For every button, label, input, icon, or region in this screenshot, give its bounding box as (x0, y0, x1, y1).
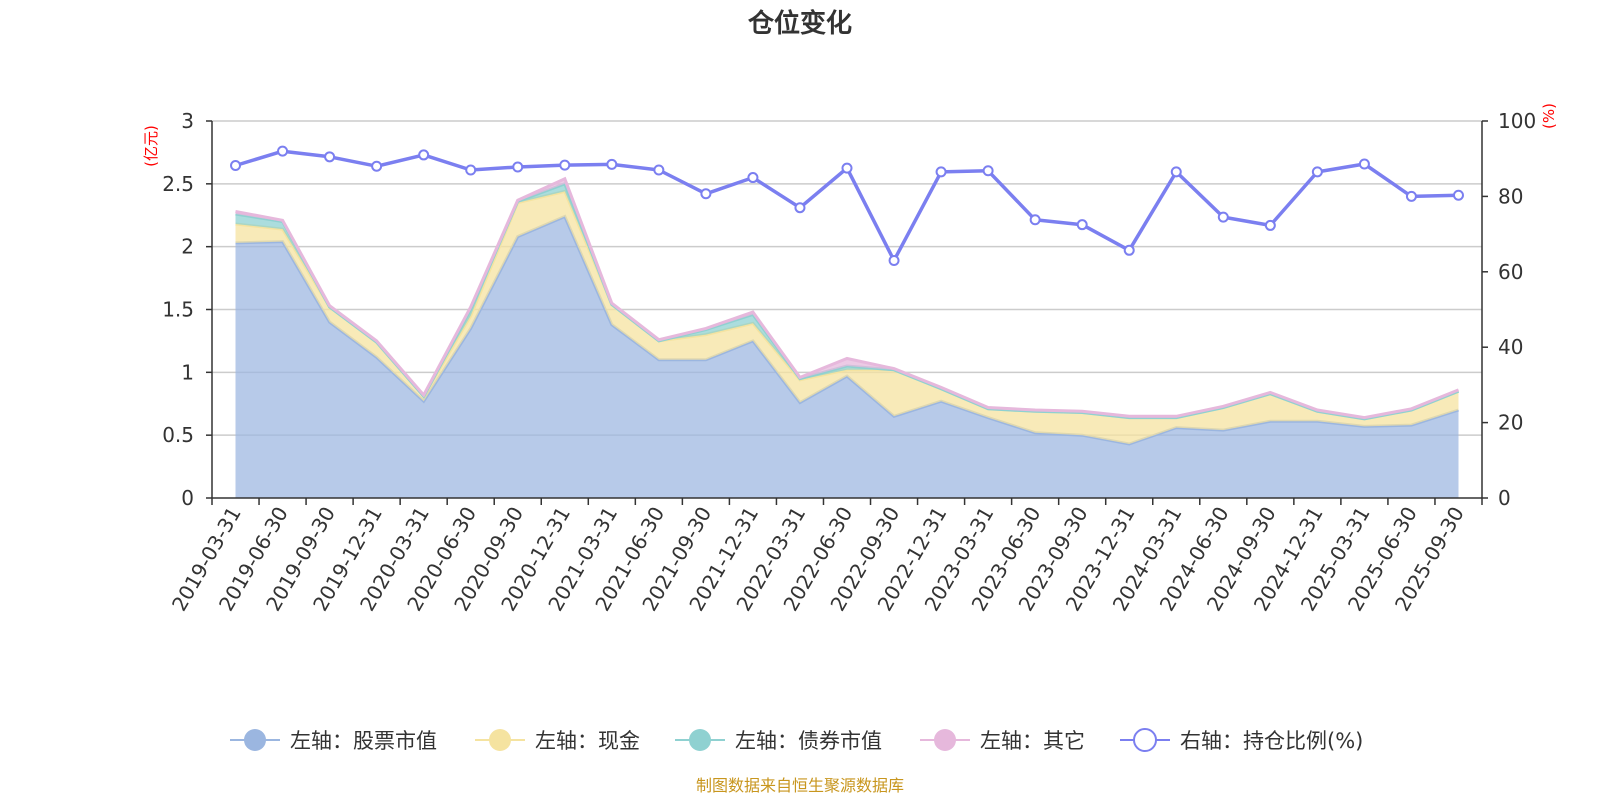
holding-ratio-point (606, 158, 618, 170)
area-series-1 (235, 216, 1459, 498)
legend-label: 左轴：现金 (535, 729, 640, 753)
holding-ratio-point (794, 202, 806, 214)
holding-ratio-point (888, 254, 900, 266)
left-tick-label: 0.5 (162, 423, 194, 447)
holding-ratio-point (653, 164, 665, 176)
area-series-2 (235, 191, 1459, 444)
legend-marker (1133, 728, 1157, 752)
holding-ratio-point (324, 151, 336, 163)
holding-ratio-point (230, 159, 242, 171)
right-tick-label: 80 (1498, 184, 1523, 208)
holding-ratio-point (1452, 189, 1464, 201)
legend-label: 左轴：债券市值 (735, 729, 882, 753)
legend-label: 左轴：其它 (980, 729, 1085, 753)
legend-marker (489, 729, 511, 751)
holding-ratio-point (1029, 214, 1041, 226)
holding-ratio-point (747, 172, 759, 184)
holding-ratio-point (841, 162, 853, 174)
holding-ratio-point (559, 159, 571, 171)
holding-ratio-point (1311, 166, 1323, 178)
left-axis-unit: (亿元) (142, 125, 160, 167)
holding-ratio-point (1405, 190, 1417, 202)
area-series-4-edge (235, 176, 1460, 420)
legend-marker (934, 729, 956, 751)
holding-ratio-point (1170, 166, 1182, 178)
legend: 左轴：股票市值 左轴：现金 左轴：债券市值 左轴：其它 右轴：持仓比例(%) (230, 728, 1363, 753)
holding-ratio-point (1264, 219, 1276, 231)
legend-label: 右轴：持仓比例(%) (1180, 729, 1363, 753)
left-tick-label: 0 (181, 486, 194, 510)
holding-ratio-point (1123, 244, 1135, 256)
holding-ratio-point (1076, 219, 1088, 231)
left-tick-label: 2 (181, 235, 194, 259)
left-tick-label: 2.5 (162, 172, 194, 196)
right-tick-label: 60 (1498, 260, 1523, 284)
legend-marker (689, 729, 711, 751)
right-tick-label: 40 (1498, 335, 1523, 359)
legend-label: 左轴：股票市值 (290, 729, 437, 753)
right-tick-label: 100 (1498, 109, 1536, 133)
holding-ratio-point (935, 166, 947, 178)
holding-ratio-line (230, 145, 1464, 266)
holding-ratio-point (371, 160, 383, 172)
right-tick-label: 0 (1498, 486, 1511, 510)
holding-ratio-point (700, 188, 712, 200)
chart-title: 仓位变化 (747, 8, 852, 39)
holding-ratio-point (1358, 158, 1370, 170)
left-tick-label: 1 (181, 360, 194, 384)
legend-marker (244, 729, 266, 751)
left-tick-label: 3 (181, 109, 194, 133)
holding-ratio-point (1217, 211, 1229, 223)
data-source-note: 制图数据来自恒生聚源数据库 (696, 776, 904, 795)
left-tick-label: 1.5 (162, 298, 194, 322)
stacked-areas (235, 176, 1460, 498)
right-axis-unit: (%) (1540, 103, 1558, 129)
holding-ratio-point (512, 161, 524, 173)
holding-ratio-point (418, 149, 430, 161)
right-tick-label: 20 (1498, 411, 1523, 435)
holding-ratio-point (277, 145, 289, 157)
holding-ratio-point (465, 164, 477, 176)
holding-ratio-point (982, 165, 994, 177)
